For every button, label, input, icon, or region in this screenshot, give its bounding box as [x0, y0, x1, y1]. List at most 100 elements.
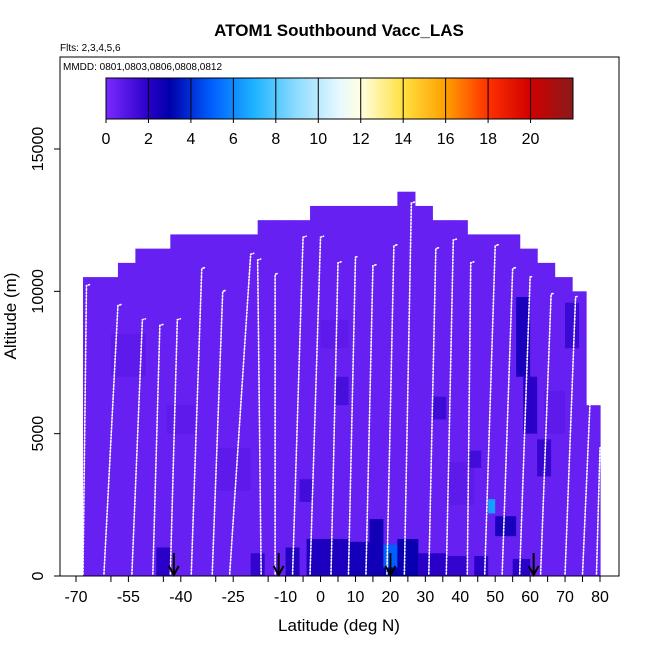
flight-profile	[131, 318, 147, 575]
heatmap-column	[82, 277, 102, 576]
heatmap-cell	[299, 479, 314, 502]
y-tick-label: 10000	[30, 269, 47, 314]
y-axis: 0 5000 10000 15000	[30, 127, 60, 580]
colorbar-tick-label: 12	[352, 131, 370, 148]
x-tick-label: 50	[486, 589, 504, 606]
flight-profile	[330, 261, 342, 575]
flight-profile	[103, 303, 122, 575]
flight-profile	[211, 289, 227, 575]
flight-profile	[483, 243, 499, 575]
colorbar-tick-label: 8	[271, 131, 280, 148]
x-tick-label: 40	[451, 589, 469, 606]
x-tick-label: 60	[521, 589, 539, 606]
arrow-marker	[384, 553, 397, 578]
heatmap-shade	[215, 447, 251, 491]
flight-profile	[152, 323, 164, 575]
heatmap-cell	[512, 558, 531, 576]
heatmap-cell	[495, 516, 517, 537]
heatmap-column	[310, 205, 329, 576]
heatmap-column	[222, 234, 241, 576]
heatmap-cell	[565, 302, 580, 349]
x-tick-label: 20	[382, 589, 400, 606]
y-tick-label: 15000	[30, 127, 47, 172]
colorbar-gradient	[105, 77, 574, 120]
heatmap-cell	[334, 376, 349, 406]
heatmap-cell	[467, 450, 482, 468]
flight-profile	[291, 235, 307, 575]
colorbar-ticks: 0 2 4 6 8 10 12 14 16 18 20	[102, 78, 540, 148]
heatmap-column	[362, 205, 381, 576]
heatmap-column	[397, 191, 416, 576]
heatmap-cell	[488, 499, 496, 514]
flight-profile	[564, 295, 580, 575]
heatmap-cell	[432, 396, 447, 420]
heatmap-cell	[537, 439, 552, 477]
flight-profile	[539, 292, 555, 575]
heatmap-column	[275, 220, 294, 576]
colorbar-tick-label: 2	[144, 131, 153, 148]
heatmap-column	[100, 277, 119, 576]
flight-profile	[466, 261, 475, 575]
x-tick-label: 80	[591, 589, 609, 606]
flights-subtitle: Flts: 2,3,4,5,6	[60, 43, 121, 54]
x-tick-label: 30	[416, 589, 434, 606]
colorbar: 0 2 4 6 8 10 12 14 16 18 20	[102, 77, 574, 148]
heatmap-column	[414, 205, 433, 576]
flight-profile	[347, 255, 360, 575]
flight-profile	[501, 266, 517, 575]
x-tick-label: -10	[274, 589, 297, 606]
heatmap-column	[572, 291, 587, 576]
heatmap-cell	[446, 556, 468, 576]
heatmap-cell	[418, 553, 447, 576]
plot-frame	[59, 56, 620, 577]
arrow-marker	[527, 553, 540, 578]
heatmap-shade	[320, 319, 349, 349]
chart-title: ATOM1 Southbound Vacc_LAS	[214, 21, 464, 40]
heatmap-cell	[348, 541, 370, 576]
flight-profile	[403, 201, 416, 575]
flight-profile	[190, 266, 206, 575]
dates-subtitle: MMDD: 0801,0803,0806,0808,0812	[63, 62, 222, 73]
heatmap-column	[344, 205, 364, 576]
x-tick-label: 70	[556, 589, 574, 606]
flight-profile	[365, 263, 377, 575]
heatmap-shade	[166, 405, 195, 434]
flight-profile	[256, 258, 262, 575]
flight-profile	[228, 252, 255, 575]
heatmap-shade	[544, 390, 566, 434]
heatmap-cell	[397, 538, 419, 576]
x-axis-label: Latitude (deg N)	[278, 616, 400, 635]
heatmap-column	[152, 248, 171, 576]
heatmap-shade	[446, 462, 475, 505]
heatmap-column	[484, 234, 503, 576]
heatmap-layer	[82, 191, 601, 576]
flight-profile	[518, 275, 534, 575]
y-tick-label: 0	[30, 571, 47, 580]
heatmap-cell	[474, 556, 489, 576]
colorbar-tick-label: 0	[102, 131, 111, 148]
x-tick-label: -70	[64, 589, 87, 606]
flight-profile	[428, 246, 440, 575]
arrow-marker	[167, 553, 180, 578]
heatmap-cell	[516, 297, 531, 377]
y-axis-label: Altitude (m)	[1, 273, 20, 360]
colorbar-tick-label: 10	[309, 131, 327, 148]
heatmap-column	[135, 248, 154, 576]
x-tick-label: -55	[117, 589, 140, 606]
x-tick-label: 10	[347, 589, 365, 606]
heatmap-column	[257, 220, 276, 576]
heatmap-cell	[369, 519, 384, 576]
heatmap-cell	[306, 538, 349, 576]
arrow-markers	[167, 553, 540, 578]
flight-profile	[169, 318, 182, 575]
flight-profile	[386, 243, 398, 575]
heatmap-cell	[285, 547, 300, 576]
y-tick-label: 5000	[30, 416, 47, 452]
x-tick-label: -40	[169, 589, 192, 606]
flight-profiles	[82, 201, 604, 575]
heatmap-column	[502, 234, 521, 576]
colorbar-tick-label: 16	[437, 131, 455, 148]
x-tick-label: -25	[222, 589, 245, 606]
colorbar-tick-label: 18	[479, 131, 497, 148]
